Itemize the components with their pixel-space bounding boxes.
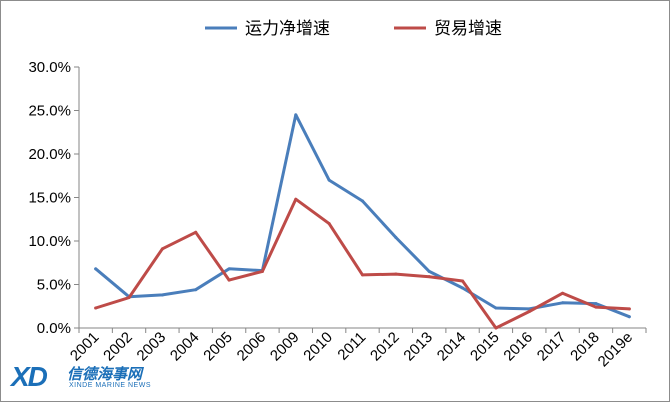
- series-0-point: [94, 267, 98, 271]
- series-0-point: [294, 113, 298, 117]
- series-1-point: [127, 296, 131, 300]
- x-tick-label: 2006: [234, 329, 270, 365]
- series-1-point: [527, 309, 531, 313]
- series-0-point: [427, 269, 431, 273]
- series-1-point: [294, 197, 298, 201]
- x-tick-label: 2019e: [595, 329, 637, 371]
- axes: 0.0%5.0%10.0%15.0%20.0%25.0%30.0%2001200…: [28, 59, 647, 371]
- x-tick-label: 2016: [500, 329, 536, 365]
- series-0-point: [361, 199, 364, 203]
- y-tick-label: 10.0%: [28, 233, 71, 250]
- series-line-0: [94, 113, 631, 319]
- series-1-point: [561, 291, 565, 295]
- x-tick-label: 2005: [200, 329, 236, 365]
- series-1-point: [194, 230, 198, 234]
- y-tick-label: 20.0%: [28, 146, 71, 163]
- logo-mark: XD: [11, 361, 48, 392]
- series-1-point: [327, 222, 331, 226]
- y-tick-label: 25.0%: [28, 103, 71, 120]
- series-0-point: [461, 286, 465, 290]
- series-1-point: [627, 307, 631, 311]
- series-0-point: [160, 293, 164, 297]
- series-line-1: [94, 197, 631, 330]
- x-tick-label: 2012: [367, 329, 403, 365]
- series-0-point: [327, 178, 331, 182]
- series-1-point: [427, 275, 431, 279]
- x-tick-label: 2013: [400, 329, 436, 365]
- series-0-point: [494, 306, 498, 310]
- series-1-point: [160, 247, 164, 251]
- y-tick-label: 5.0%: [37, 277, 71, 294]
- x-tick-label: 2014: [434, 329, 470, 365]
- x-tick-label: 2010: [300, 329, 336, 365]
- x-tick-label: 2002: [100, 329, 136, 365]
- series-0-point: [227, 267, 231, 271]
- logo-name-en: XINDE MARINE NEWS: [69, 382, 152, 389]
- series-layer: [94, 113, 631, 330]
- x-tick-label: 2004: [167, 329, 203, 365]
- series-0-point: [627, 315, 631, 319]
- x-tick-label: 2015: [467, 329, 503, 365]
- y-tick-label: 0.0%: [37, 320, 71, 337]
- legend: 运力净增速 贸易增速: [205, 19, 502, 39]
- logo-name-cn: 信德海事网: [67, 365, 143, 383]
- x-tick-label: 2011: [334, 329, 369, 364]
- series-1-point: [594, 305, 598, 309]
- series-1-point: [94, 306, 98, 310]
- series-1-point: [494, 326, 498, 330]
- series-1-point: [361, 273, 364, 277]
- series-1-point: [394, 272, 398, 276]
- series-1-point: [227, 278, 231, 282]
- series-0-point: [194, 288, 198, 292]
- legend-label-1: 贸易增速: [434, 19, 502, 39]
- x-tick-label: 2001: [67, 329, 103, 365]
- series-0-point: [394, 236, 398, 240]
- legend-label-0: 运力净增速: [245, 19, 330, 39]
- y-tick-label: 15.0%: [28, 190, 71, 207]
- x-tick-label: 2017: [534, 329, 570, 365]
- y-tick-label: 30.0%: [28, 59, 71, 76]
- x-tick-label: 2009: [267, 329, 303, 365]
- x-tick-label: 2003: [134, 329, 170, 365]
- watermark-logo: XD 信德海事网 XINDE MARINE NEWS: [11, 361, 181, 395]
- series-0-point: [561, 301, 565, 305]
- series-1-point: [260, 269, 264, 273]
- series-1-point: [461, 279, 465, 283]
- series-0-point: [594, 302, 598, 306]
